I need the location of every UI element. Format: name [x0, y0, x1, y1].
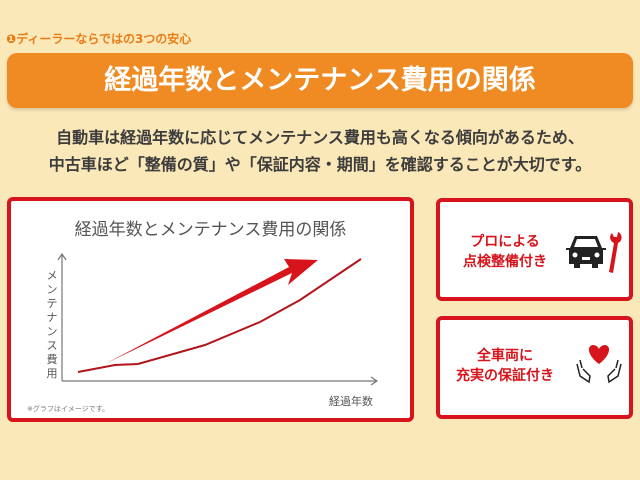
graph-drawing	[57, 252, 379, 386]
feature-text: プロによる 点検整備付き	[440, 232, 570, 272]
car-wrench-icon	[566, 232, 622, 273]
x-axis	[62, 376, 379, 386]
feature-line: 点検整備付き	[463, 254, 547, 270]
feature-line: プロによる	[470, 234, 540, 250]
feature-card-warranty: 全車両に 充実の保証付き	[436, 316, 633, 419]
graph-title: 経過年数とメンテナンス費用の関係	[74, 220, 347, 240]
feature-line: 全車両に	[477, 348, 533, 364]
graph-panel: 経過年数とメンテナンス費用の関係 メンテナンス費用 経過年数 ※グラフはイメージ…	[7, 197, 414, 422]
description: 自動車は経過年数に応じてメンテナンス費用も高くなる傾向があるため、 中古車ほど「…	[0, 124, 640, 178]
feature-text: 全車両に 充実の保証付き	[440, 346, 570, 386]
feature-line: 充実の保証付き	[456, 368, 554, 384]
cost-curve	[77, 258, 362, 373]
trend-arrow	[105, 259, 318, 364]
x-axis-label: 経過年数	[329, 395, 373, 408]
description-line: 自動車は経過年数に応じてメンテナンス費用も高くなる傾向があるため、	[56, 128, 584, 147]
section-subtitle: ❶ディーラーならではの3つの安心	[6, 32, 192, 46]
y-axis-label: メンテナンス費用	[46, 269, 58, 380]
feature-card-inspection: プロによる 点検整備付き	[436, 198, 633, 301]
description-line: 中古車ほど「整備の質」や「保証内容・期間」を確認することが大切です。	[48, 155, 592, 174]
y-axis	[57, 252, 67, 381]
hands-heart-icon	[576, 345, 622, 384]
page-title: 経過年数とメンテナンス費用の関係	[7, 53, 633, 108]
graph-note: ※グラフはイメージです。	[27, 405, 110, 413]
